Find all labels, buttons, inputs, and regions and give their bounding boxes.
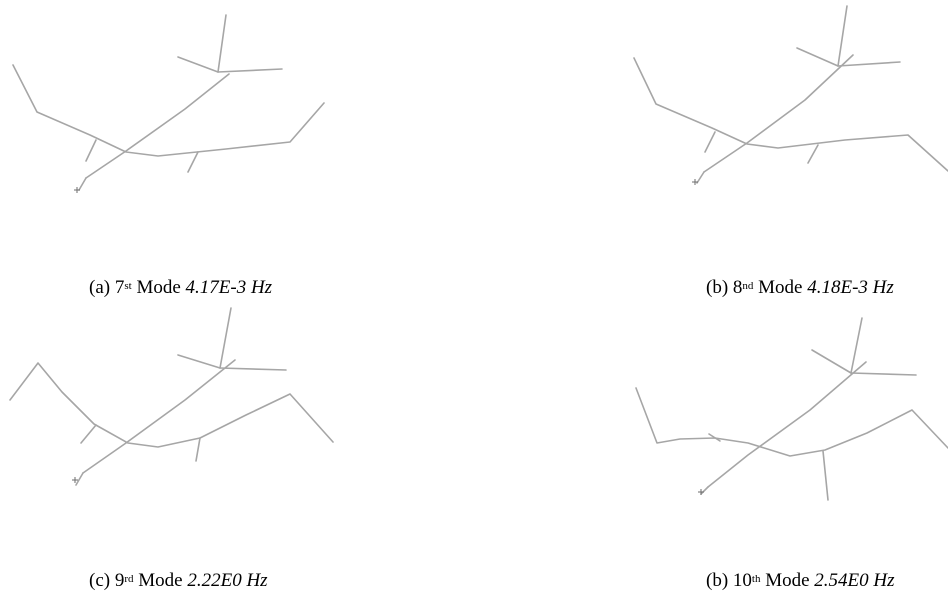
diagonal-branch: [82, 359, 236, 474]
hanger-left: [704, 131, 716, 153]
hanger-left: [85, 139, 97, 162]
caption-b-prefix: (b) 8: [706, 277, 743, 298]
caption-a-prefix: (a) 7: [89, 277, 125, 298]
main-span: [635, 387, 948, 457]
caption-a-mode-word: Mode: [136, 277, 181, 298]
caption-b-frequency: 4.18E-3 Hz: [807, 277, 894, 298]
caption-c-ordinal: rd: [124, 573, 134, 585]
vertical-mast: [837, 5, 848, 67]
main-span: [12, 64, 325, 157]
hanger-left: [80, 424, 97, 444]
caption-a: (a) 7st Mode 4.17E-3 Hz: [89, 277, 272, 299]
node-marker: [692, 179, 698, 185]
caption-d-mode-word: Mode: [765, 570, 810, 591]
lower-left-stub: [78, 177, 87, 191]
node-marker: [72, 477, 78, 483]
hanger-right: [807, 144, 819, 164]
diagonal-branch: [85, 73, 230, 179]
hanger-left: [708, 433, 721, 442]
hanger-right: [195, 437, 201, 462]
caption-a-frequency: 4.17E-3 Hz: [185, 277, 273, 298]
upper-right-arm: [217, 68, 283, 73]
caption-d-frequency: 2.54E0 Hz: [814, 570, 895, 591]
hanger-right: [822, 450, 829, 501]
caption-b-mode-word: Mode: [758, 277, 803, 298]
lower-left-stub: [700, 486, 709, 495]
caption-c-prefix: (c) 9: [89, 570, 125, 591]
caption-c: (c) 9rd Mode 2.22E0 Hz: [89, 570, 268, 592]
upper-left-arm: [177, 56, 219, 73]
hanger-right: [187, 151, 199, 173]
caption-c-mode-word: Mode: [138, 570, 183, 591]
node-marker: [74, 187, 80, 193]
main-span: [633, 57, 948, 172]
upper-left-arm: [811, 349, 852, 374]
node-marker: [698, 489, 704, 495]
caption-b: (b) 8nd Mode 4.18E-3 Hz: [706, 277, 894, 299]
diagonal-branch: [703, 54, 854, 173]
caption-d-ordinal: th: [751, 573, 761, 585]
lower-left-stub: [75, 472, 84, 486]
main-span: [9, 362, 334, 448]
vertical-mast: [219, 307, 232, 369]
caption-d: (b) 10th Mode 2.54E0 Hz: [706, 570, 895, 592]
upper-left-arm: [796, 47, 839, 67]
upper-left-arm: [177, 354, 221, 369]
diagonal-branch: [707, 361, 867, 488]
upper-right-arm: [850, 372, 917, 376]
lower-left-stub: [696, 171, 705, 184]
caption-c-frequency: 2.22E0 Hz: [187, 570, 268, 591]
upper-right-arm: [837, 61, 901, 67]
caption-b-ordinal: nd: [742, 280, 754, 292]
upper-right-arm: [219, 367, 287, 371]
caption-d-prefix: (b) 10: [706, 570, 752, 591]
vertical-mast: [217, 14, 227, 73]
caption-a-ordinal: st: [124, 280, 132, 292]
vertical-mast: [850, 317, 863, 374]
